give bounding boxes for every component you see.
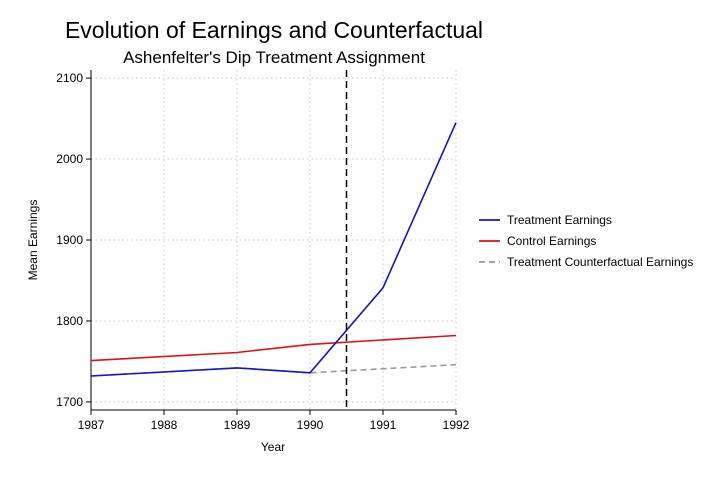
y-tick-label: 1900: [56, 233, 83, 247]
y-tick-label: 2100: [56, 71, 83, 85]
x-tick-label: 1989: [224, 418, 251, 432]
legend-label-2: Treatment Counterfactual Earnings: [507, 255, 693, 269]
series-line-0: [90, 122, 457, 377]
y-tick-label: 2000: [56, 152, 83, 166]
x-tick-label: 1987: [78, 418, 105, 432]
x-tick-label: 1990: [297, 418, 324, 432]
series-group: [90, 70, 457, 410]
legend: Treatment Earnings Control Earnings Treatm…: [479, 213, 693, 269]
legend-label-1: Control Earnings: [507, 234, 596, 248]
x-tick-label: 1992: [443, 418, 470, 432]
chart-title: Evolution of Earnings and Counterfactual: [65, 17, 483, 43]
series-line-1: [90, 334, 457, 362]
y-axis-label: Mean Earnings: [26, 200, 40, 281]
y-tick-label: 1800: [56, 314, 83, 328]
legend-label-0: Treatment Earnings: [507, 213, 612, 227]
x-axis-label: Year: [261, 440, 285, 454]
x-tick-label: 1988: [151, 418, 178, 432]
x-tick-label: 1991: [370, 418, 397, 432]
chart-subtitle: Ashenfelter's Dip Treatment Assignment: [123, 48, 425, 67]
grid: [90, 70, 457, 410]
tick-labels: 1987 1988 1989 1990 1991 1992 1700 1800 1900 2000…: [56, 71, 469, 432]
y-tick-label: 1700: [56, 395, 83, 409]
